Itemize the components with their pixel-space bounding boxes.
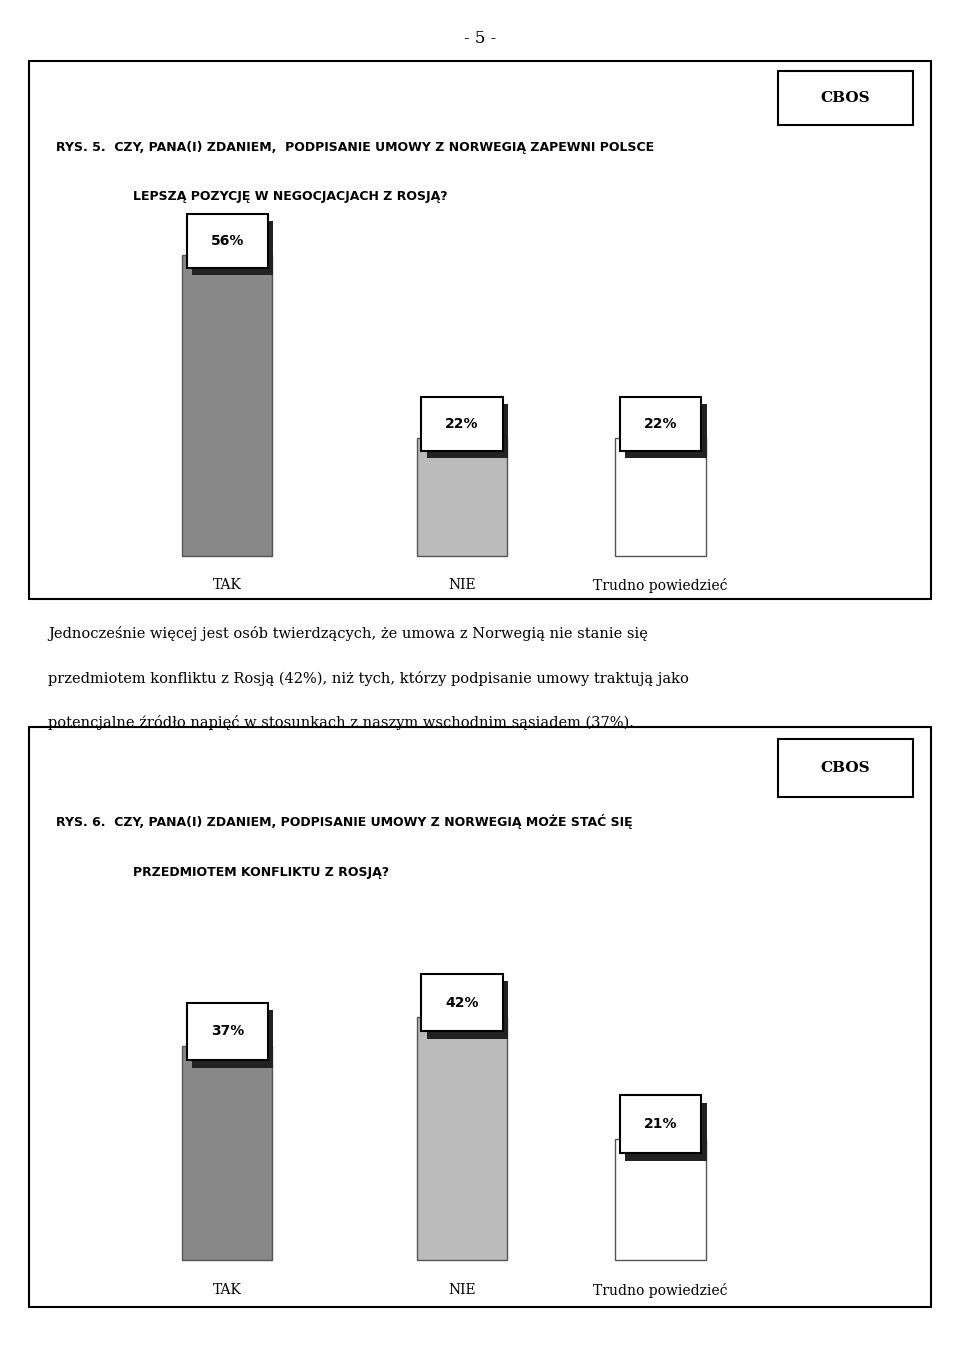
Bar bbox=[620, 397, 701, 451]
Text: Jednocześnie więcej jest osób twierdzących, że umowa z Norwegią nie stanie się: Jednocześnie więcej jest osób twierdzący… bbox=[48, 626, 648, 641]
Text: PRZEDMIOTEM KONFLIKTU Z ROSJĄ?: PRZEDMIOTEM KONFLIKTU Z ROSJĄ? bbox=[132, 866, 389, 880]
Bar bbox=[186, 214, 268, 268]
Text: przedmiotem konfliktu z Rosją (42%), niż tych, którzy podpisanie umowy traktują : przedmiotem konfliktu z Rosją (42%), niż… bbox=[48, 671, 689, 686]
Bar bbox=[192, 221, 274, 275]
Bar bbox=[421, 974, 503, 1032]
Bar bbox=[427, 404, 508, 458]
Text: 56%: 56% bbox=[210, 234, 244, 248]
Bar bbox=[625, 404, 707, 458]
Bar bbox=[186, 1002, 268, 1060]
Bar bbox=[182, 1045, 273, 1261]
Bar bbox=[421, 397, 503, 451]
Text: 21%: 21% bbox=[644, 1117, 677, 1131]
Bar bbox=[778, 740, 913, 797]
Text: TAK: TAK bbox=[213, 578, 242, 591]
Bar bbox=[182, 255, 273, 556]
Text: 22%: 22% bbox=[644, 418, 677, 431]
Text: RYS. 5.  CZY, PANA(I) ZDANIEM,  PODPISANIE UMOWY Z NORWEGIĄ ZAPEWNI POLSCE: RYS. 5. CZY, PANA(I) ZDANIEM, PODPISANIE… bbox=[56, 141, 654, 155]
Text: - 5 -: - 5 - bbox=[464, 30, 496, 47]
Bar bbox=[620, 1095, 701, 1153]
Text: NIE: NIE bbox=[448, 1284, 476, 1297]
Text: 37%: 37% bbox=[210, 1025, 244, 1039]
Bar bbox=[625, 1103, 707, 1161]
Text: 22%: 22% bbox=[445, 418, 479, 431]
Bar bbox=[417, 1017, 507, 1261]
Text: Trudno powiedzieć: Trudno powiedzieć bbox=[593, 578, 728, 593]
Text: 42%: 42% bbox=[445, 995, 479, 1009]
Bar bbox=[778, 71, 913, 125]
Text: LEPSZĄ POZYCJĘ W NEGOCJACJACH Z ROSJĄ?: LEPSZĄ POZYCJĘ W NEGOCJACJACH Z ROSJĄ? bbox=[132, 190, 447, 203]
Bar bbox=[192, 1010, 274, 1068]
Text: Trudno powiedzieć: Trudno powiedzieć bbox=[593, 1284, 728, 1299]
Text: TAK: TAK bbox=[213, 1284, 242, 1297]
Text: RYS. 6.  CZY, PANA(I) ZDANIEM, PODPISANIE UMOWY Z NORWEGIĄ MOŻE STAĆ SIĘ: RYS. 6. CZY, PANA(I) ZDANIEM, PODPISANIE… bbox=[56, 814, 633, 830]
Text: NIE: NIE bbox=[448, 578, 476, 591]
Text: CBOS: CBOS bbox=[821, 761, 871, 775]
Bar bbox=[417, 438, 507, 556]
Bar bbox=[615, 1138, 706, 1261]
Bar bbox=[615, 438, 706, 556]
Text: potencjalne źródło napięć w stosunkach z naszym wschodnim sąsiadem (37%).: potencjalne źródło napięć w stosunkach z… bbox=[48, 715, 634, 730]
Bar bbox=[427, 981, 508, 1039]
Text: CBOS: CBOS bbox=[821, 92, 871, 105]
